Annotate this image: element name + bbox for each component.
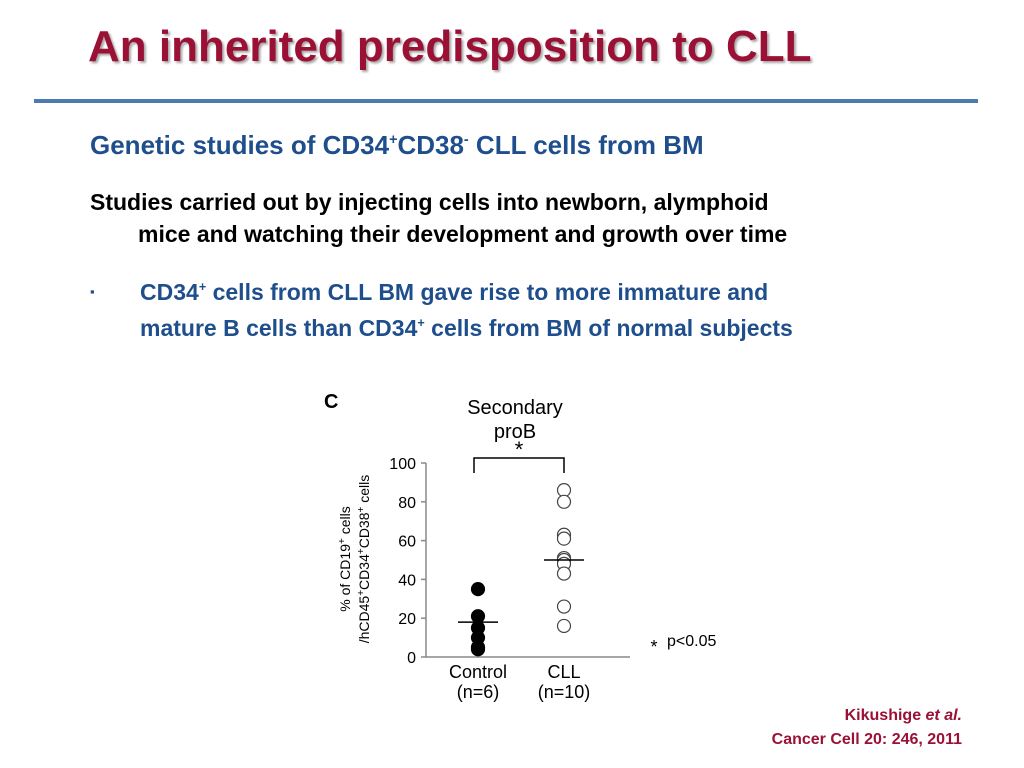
y-axis-label: % of CD19+ cells /hCD45+CD34+CD38+ cells	[337, 475, 373, 644]
bullet-text-3: mature B cells than CD34	[140, 315, 418, 341]
x-category-label: Control	[449, 662, 507, 682]
chart-axes: 0 20 40 60 80 100 Control(n=6) CLL(n=10)	[389, 456, 630, 702]
chart-marks: * * p<0.05	[458, 437, 716, 657]
x-category-label: CLL	[547, 662, 580, 682]
significance-star: *	[515, 437, 524, 462]
bullet-item: CD34+ cells from CLL BM gave rise to mor…	[140, 274, 980, 346]
x-category-n-label: (n=6)	[457, 682, 500, 702]
significance-bracket	[473, 457, 565, 473]
y-tick-label: 40	[398, 572, 416, 589]
studies-paragraph: Studies carried out by injecting cells i…	[90, 186, 960, 250]
subtitle-text-2: CD38	[397, 130, 464, 160]
x-category-n-label: (n=10)	[538, 682, 591, 702]
bullet-text-2: cells from CLL BM gave rise to more imma…	[206, 279, 769, 305]
studies-line-1: Studies carried out by injecting cells i…	[90, 189, 769, 215]
control-data-point	[470, 642, 486, 657]
bullet-sup-2: +	[417, 316, 425, 331]
y-axis-label-line-1: % of CD19+ cells	[337, 506, 354, 611]
scatter-chart: C Secondary proB % of CD19+ cells /hCD45…	[324, 391, 716, 702]
citation-journal: Cancer Cell 20: 246, 2011	[771, 731, 962, 748]
subtitle-sup-2: -	[463, 132, 469, 148]
control-data-point	[470, 582, 486, 597]
y-tick-label: 80	[398, 495, 416, 512]
cll-data-point	[556, 618, 572, 634]
y-tick-label: 100	[389, 456, 416, 473]
chart-title-line-1: Secondary	[467, 397, 563, 419]
bullet-text-4: cells from BM of normal subjects	[424, 315, 793, 341]
citation-etal: et al.	[925, 707, 962, 724]
subtitle-text-1: Genetic studies of CD34	[90, 130, 390, 160]
y-axis-label-line-2: /hCD45+CD34+CD38+ cells	[356, 475, 373, 644]
citation: Kikushige et al. Cancer Cell 20: 246, 20…	[772, 704, 962, 752]
panel-label: C	[324, 391, 338, 413]
subtitle-sup-1: +	[389, 132, 398, 148]
legend-pvalue: p<0.05	[667, 633, 716, 650]
studies-line-2: mice and watching their development and …	[138, 221, 788, 247]
bullet-line-1: CD34+ cells from CLL BM gave rise to mor…	[140, 274, 980, 310]
citation-author: Kikushige	[844, 707, 926, 724]
chart-title-line-2: proB	[494, 421, 536, 443]
slide-subtitle: Genetic studies of CD34+CD38- CLL cells …	[90, 130, 704, 161]
title-divider	[34, 99, 978, 103]
y-tick-label: 20	[398, 611, 416, 628]
legend-star: *	[650, 637, 657, 657]
bullet-text-1: CD34	[140, 279, 199, 305]
cll-data-point	[556, 494, 572, 509]
bullet-square-icon: ▪	[90, 284, 95, 299]
cll-data-point	[556, 531, 572, 546]
bullet-sup-1: +	[198, 280, 207, 295]
slide-title: An inherited predisposition to CLL	[88, 22, 812, 71]
cll-data-point	[556, 566, 572, 581]
y-tick-label: 60	[398, 534, 416, 551]
cll-data-point	[556, 599, 572, 614]
subtitle-text-3: CLL cells from BM	[468, 130, 704, 160]
citation-author-line: Kikushige et al.	[772, 704, 962, 728]
y-tick-label: 0	[407, 650, 416, 667]
bullet-line-2: mature B cells than CD34+ cells from BM …	[140, 310, 980, 346]
